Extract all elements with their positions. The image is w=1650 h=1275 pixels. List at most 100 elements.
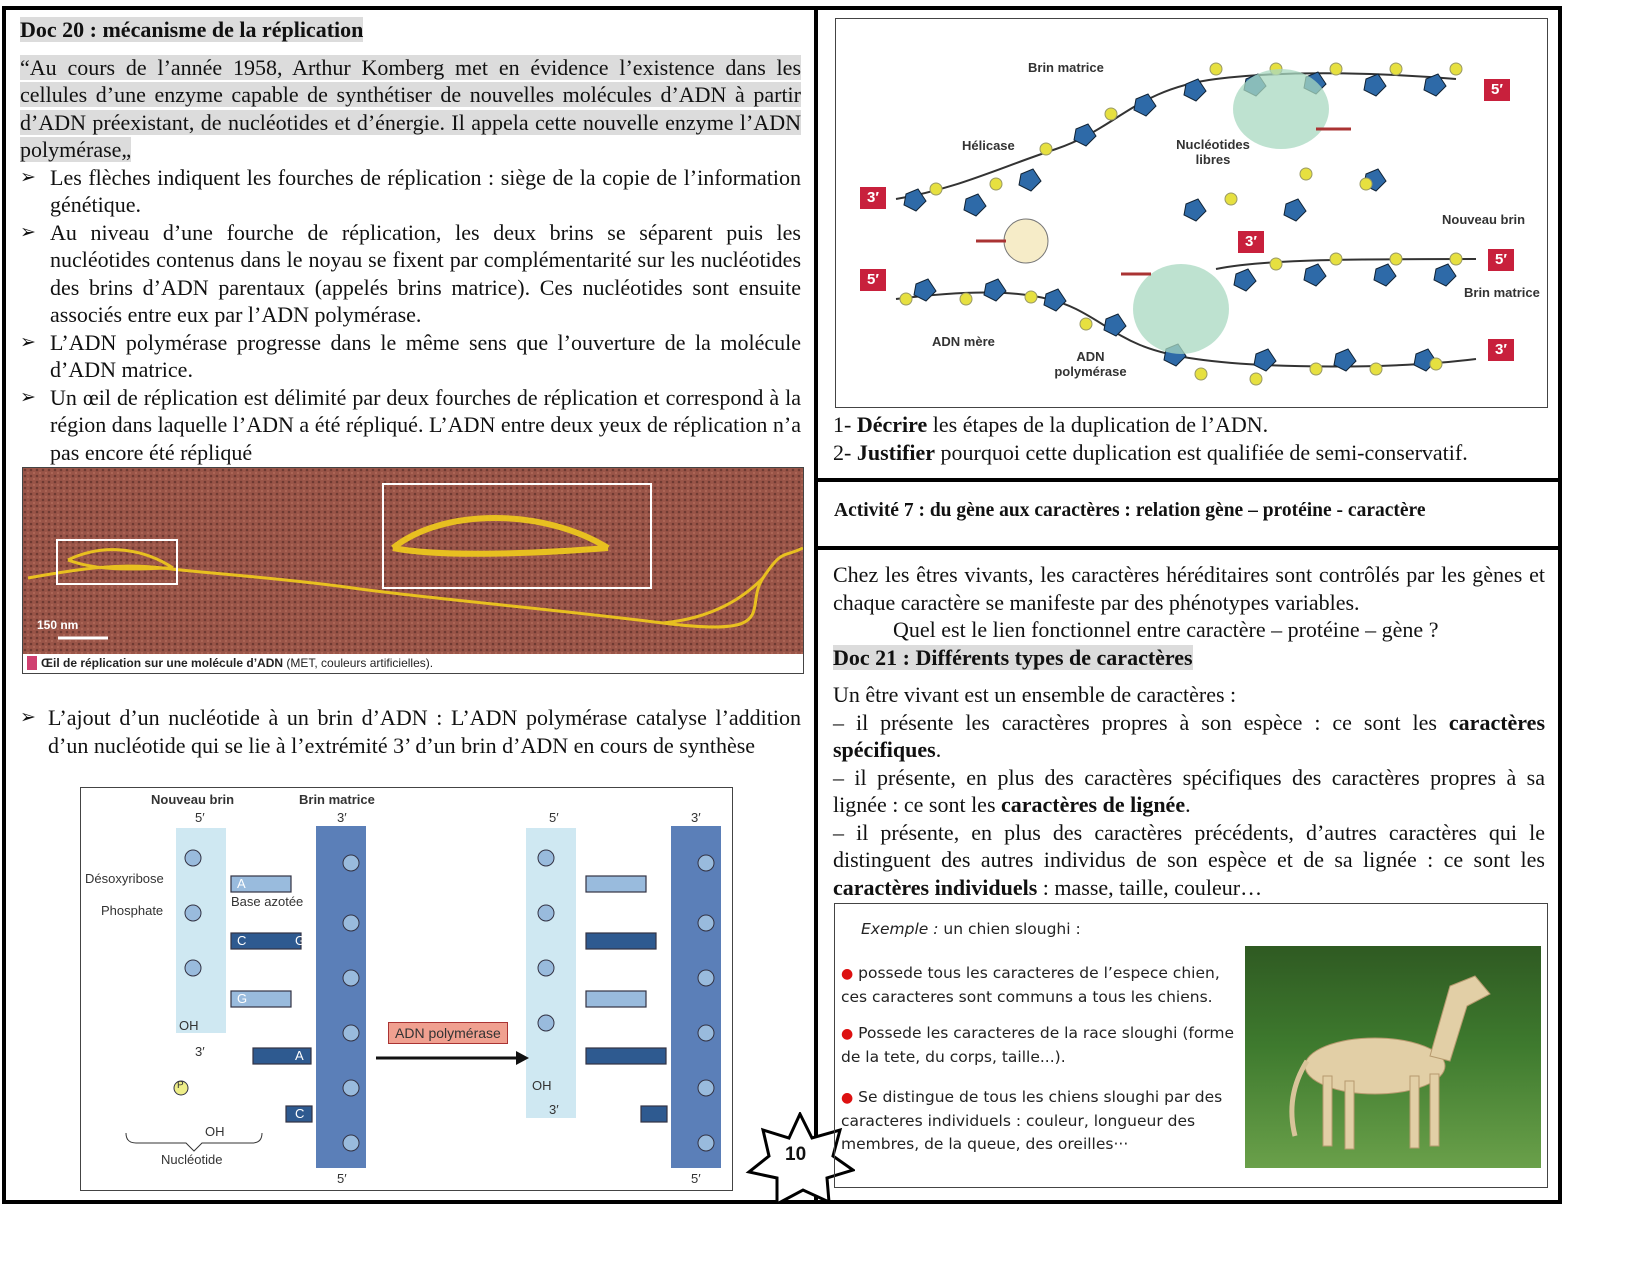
nucleotide-brace (125, 1132, 263, 1152)
label-brin-matrice-right: Brin matrice (1464, 285, 1540, 300)
label-desoxyribose: Désoxyribose (85, 871, 164, 886)
page-number-star (745, 1112, 855, 1204)
page-number: 10 (785, 1144, 807, 1165)
example-box: Exemple : un chien sloughi : ● possede t… (834, 903, 1548, 1188)
label-nouveau-brin: Nouveau brin (1442, 212, 1526, 227)
label-nouveau-brin: Nouveau brin (151, 792, 235, 807)
example-point-1: ● possede tous les caracteres de l’espec… (841, 962, 1245, 1009)
item-bold: caractères de lignée (1001, 792, 1186, 817)
polymerase-shape-top (1233, 69, 1329, 149)
label-5prime: 5′ (195, 810, 205, 825)
item-post: . (935, 737, 942, 762)
doc21-item: – il présente, en plus des caractères sp… (833, 764, 1545, 819)
column-divider (814, 6, 818, 1204)
label-brin-matrice: Brin matrice (299, 792, 375, 807)
q-text: pourquoi cette duplication est qualifiée… (935, 439, 1468, 465)
doc20-title: Doc 20 : mécanisme de la réplication (20, 16, 801, 44)
caption-bold: Œil de réplication sur une molécule d’AD… (41, 656, 284, 670)
bullet-4: Un œil de réplication est délimité par d… (20, 384, 801, 467)
base-letter: G (295, 933, 306, 948)
label-nucleotides-libres: Nucléotides libres (1176, 137, 1250, 167)
label-oh-right: OH (532, 1078, 552, 1093)
divider-activite-top (814, 478, 1562, 482)
doc20-title-text: Doc 20 : mécanisme de la réplication (20, 17, 364, 42)
badge-3prime: 3′ (1488, 339, 1514, 361)
label-5prime-right: 5′ (549, 810, 559, 825)
point-text: possede tous les caracteres de l’espece … (841, 964, 1220, 1006)
label-nucleotide: Nucléotide (161, 1152, 223, 1167)
q-num: 2- (833, 439, 857, 465)
label-adn-polymerase: ADN polymérase (1054, 349, 1127, 379)
item-post: . (1185, 792, 1191, 817)
doc21-section: Chez les êtres vivants, les caractères h… (833, 561, 1545, 901)
label-5prime-bottom: 5′ (337, 1171, 347, 1186)
q-verb: Décrire (856, 412, 928, 437)
example-point-2: ● Possede les caracteres de la race slou… (841, 1022, 1245, 1069)
label-oh-nucleotide: OH (205, 1124, 225, 1139)
label-3prime-right-end: 3′ (549, 1102, 559, 1117)
base-letter: T (295, 876, 303, 891)
item-bold: caractères individuels (833, 874, 1038, 900)
example-title: Exemple : un chien sloughi : (861, 918, 1081, 941)
base-letter: C (237, 933, 247, 948)
label-3prime-end: 3′ (195, 1044, 205, 1059)
base-letter: C (295, 991, 305, 1006)
example-title-text: un chien sloughi : (938, 920, 1081, 938)
base-letter: G (237, 991, 248, 1006)
replication-fork-drawing (895, 62, 1477, 386)
zoom-box-large (382, 483, 652, 589)
example-label: Exemple : (861, 920, 939, 938)
bullet-dot: ● (841, 1026, 854, 1042)
bullet-2: Au niveau d’une fourche de réplication, … (20, 219, 801, 329)
doc21-item: – il présente les caractères propres à s… (833, 709, 1545, 764)
item-post: : masse, taille, couleur… (1037, 874, 1263, 900)
point-text: Possede les caracteres de la race slough… (841, 1024, 1235, 1066)
badge-3prime: 3′ (1238, 231, 1264, 253)
bullet-5: L’ajout d’un nucléotide à un brin d’ADN … (20, 704, 801, 759)
base-letter: A (295, 1048, 304, 1063)
q-num: 1- (833, 412, 857, 437)
badge-5prime: 5′ (1484, 79, 1510, 101)
doc20-quote-text: “Au cours de l’année 1958, Arthur Komber… (20, 54, 801, 162)
badge-5prime: 5′ (1488, 249, 1514, 271)
doc21-lead: Un être vivant est un ensemble de caract… (833, 682, 1237, 707)
question-2: 2- Justifier pourquoi cette duplication … (833, 439, 1548, 467)
item-bold: caractères spécifiques (833, 709, 1545, 763)
activite7-title: Activité 7 : du gène aux caractères : re… (834, 500, 1426, 521)
divider-activite-bottom (814, 546, 1562, 550)
label-oh: OH (179, 1018, 199, 1033)
label-3prime-right: 3′ (691, 810, 701, 825)
bullet-dot: ● (841, 966, 854, 982)
label-base-azotee: Base azotée (231, 894, 304, 909)
phosphate-p: P (177, 1080, 184, 1091)
caption-rest: (MET, couleurs artificielles). (283, 656, 434, 670)
zoom-box-small (56, 539, 178, 585)
bullet-dot: ● (841, 1090, 854, 1106)
micrograph-figure: 150 nm Œil de réplication sur une molécu… (22, 467, 804, 674)
item-text: – il présente les caractères propres à s… (833, 709, 1449, 735)
helicase-shape (1003, 218, 1049, 264)
doc21-item: – il présente, en plus des caractères pr… (833, 819, 1545, 902)
scale-label: 150 nm (37, 618, 79, 632)
item-text: – il présente, en plus des caractères pr… (833, 819, 1545, 873)
label-phosphate: Phosphate (101, 903, 164, 918)
nucleotide-addition-diagram: Nouveau brin Brin matrice 5′ 3′ 5′ 3′ Dé… (80, 787, 733, 1191)
q-text: les étapes de la duplication de l’ADN. (927, 412, 1269, 437)
bullet-1: Les flèches indiquent les fourches de ré… (20, 164, 801, 219)
badge-3prime: 3′ (860, 187, 886, 209)
intro-text: Chez les êtres vivants, les caractères h… (833, 562, 1545, 615)
polymerase-shape (1133, 264, 1229, 354)
doc20-quote: “Au cours de l’année 1958, Arthur Komber… (20, 54, 801, 164)
sloughi-dog-photo (1245, 946, 1541, 1168)
label-brin-matrice-top: Brin matrice (1028, 60, 1104, 75)
doc21-title: Doc 21 : Différents types de caractères (833, 644, 1545, 672)
replication-fork-diagram: Brin matrice Hélicase Nucléotides libres… (835, 18, 1548, 408)
q-verb: Justifier (856, 439, 936, 465)
label-5prime-bottom-right: 5′ (691, 1171, 701, 1186)
micrograph-caption: Œil de réplication sur une molécule d’AD… (27, 656, 433, 670)
point-text: Se distingue de tous les chiens sloughi … (841, 1088, 1223, 1153)
micrograph-image (23, 468, 803, 654)
base-letter: C (295, 1106, 305, 1121)
intro-question: Quel est le lien fonctionnel entre carac… (893, 617, 1439, 642)
base-a (230, 875, 292, 893)
